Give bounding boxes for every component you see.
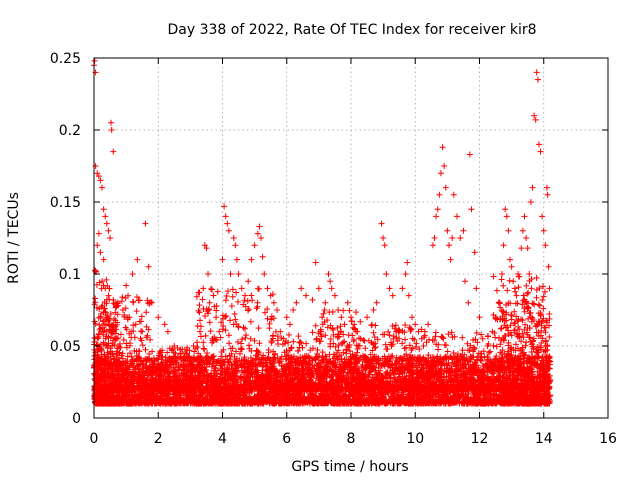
data-point — [176, 367, 183, 374]
data-point — [166, 354, 173, 361]
data-point — [239, 368, 246, 375]
data-point — [380, 393, 387, 400]
data-point — [241, 354, 248, 361]
data-point — [264, 363, 271, 370]
chart-title: Day 338 of 2022, Rate Of TEC Index for r… — [167, 22, 536, 38]
data-point — [355, 365, 362, 372]
data-point — [278, 362, 285, 369]
data-point — [433, 377, 440, 384]
data-points — [91, 57, 554, 407]
data-point — [119, 355, 126, 362]
